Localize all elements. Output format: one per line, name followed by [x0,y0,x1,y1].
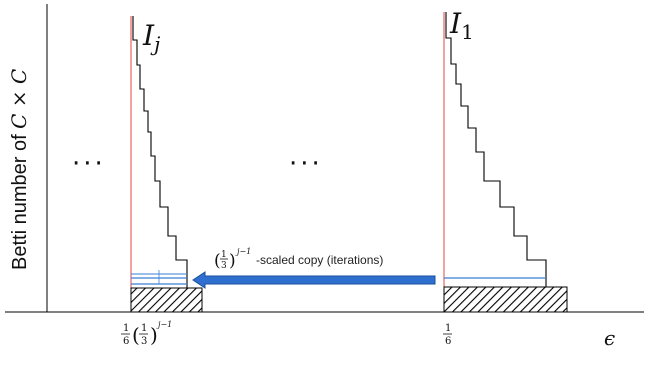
label-right: I1 [449,7,474,44]
x-axis-label: ϵ [604,326,615,350]
x-tick-left-num: 1 [123,323,129,334]
arrow-label-exponent: j−1 [235,247,251,256]
arrow-label-frac-num: 1 [221,250,227,260]
arrow-label-paren-open: ( [214,251,221,271]
x-tick-right: 1 6 [443,323,452,347]
staircase-right [445,12,547,287]
block-right: I1 [443,7,568,313]
ellipsis-left: ··· [72,149,106,179]
svg-text:Betti number of C × C: Betti number of C × C [7,69,31,270]
x-tick-right-num: 1 [445,323,451,334]
hatched-bar-left [130,287,203,313]
label-left: Ij [142,19,160,56]
y-axis-label: Betti number of C × C [7,69,31,270]
x-tick-left-exponent: j−1 [156,320,172,329]
arrow-label-frac-den: 3 [221,261,227,271]
x-tick-left: 1 6 ( 1 3 ) j−1 [121,320,172,347]
arrow-shape [192,271,436,289]
x-tick-left-paren-den: 3 [141,336,147,347]
x-tick-left-paren-num: 1 [141,323,147,334]
arrow-label: ( 1 3 ) j−1 -scaled copy (iterations) [214,247,383,271]
y-axis-label-math: C × C [7,69,31,129]
staircase-left [132,16,188,288]
arrow-label-paren-close: ) [229,251,236,271]
x-tick-right-den: 6 [445,336,451,347]
scaling-arrow: ( 1 3 ) j−1 -scaled copy (iterations) [192,247,436,289]
y-axis-label-text: Betti number of [9,129,31,270]
ellipsis-middle: ··· [289,149,323,179]
x-tick-left-paren-close: ) [150,323,158,347]
hatched-bar-right [443,286,568,313]
x-tick-left-den: 6 [123,336,129,347]
x-tick-left-paren-open: ( [132,323,140,347]
arrow-label-text: -scaled copy (iterations) [256,253,383,267]
block-left: Ij [130,16,203,313]
